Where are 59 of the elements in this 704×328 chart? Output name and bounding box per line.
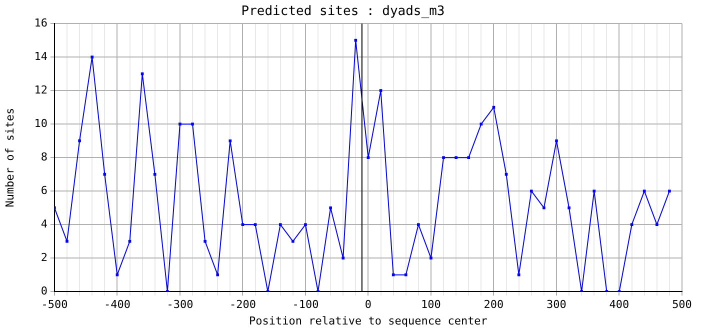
y-tick-label: 12: [34, 83, 48, 96]
point: [404, 273, 408, 276]
x-tick-label: 500: [672, 298, 692, 312]
point: [153, 172, 156, 176]
point: [630, 223, 634, 226]
x-tick-label: 100: [421, 298, 441, 312]
y-axis-title: Number of sites: [3, 108, 16, 208]
point: [392, 273, 395, 276]
y-tick-label: 4: [40, 217, 48, 230]
point: [492, 106, 496, 109]
y-tick-label: 6: [40, 184, 48, 197]
point: [504, 172, 508, 176]
point: [254, 223, 257, 226]
point: [204, 240, 206, 243]
x-tick-label: -500: [41, 298, 68, 312]
point: [292, 240, 294, 243]
point: [467, 156, 470, 160]
point: [366, 156, 370, 160]
point: [592, 190, 596, 193]
x-tick-label: 0: [364, 298, 372, 312]
point: [241, 223, 244, 226]
x-tick-label: -400: [104, 298, 130, 312]
point: [90, 56, 94, 59]
x-tick-label: 300: [546, 298, 566, 312]
point: [530, 190, 533, 193]
point: [103, 172, 106, 176]
y-tick-label: 2: [40, 250, 48, 264]
point: [517, 273, 520, 276]
x-tick-label: 200: [484, 298, 504, 312]
x-tick-label: -200: [229, 298, 256, 312]
x-axis-title: Position relative to sequence center: [249, 314, 488, 328]
point: [342, 256, 345, 260]
point: [140, 72, 144, 76]
point: [116, 273, 119, 276]
point: [354, 38, 358, 42]
point: [642, 190, 646, 193]
point: [542, 206, 546, 210]
x-tick-label: -100: [292, 298, 319, 312]
point: [329, 206, 332, 210]
point: [216, 273, 220, 276]
point: [555, 139, 558, 142]
point: [66, 240, 68, 243]
point: [655, 223, 658, 226]
y-tick-label: 10: [34, 116, 48, 130]
y-tick-label: 14: [34, 50, 48, 63]
y-tick-label: 0: [40, 284, 48, 298]
point: [480, 122, 483, 126]
x-tick-label: 400: [609, 298, 630, 312]
y-tick-label: 8: [40, 150, 48, 164]
point: [128, 240, 132, 243]
point: [568, 206, 570, 210]
chart-title: Predicted sites : dyads_m3: [241, 4, 445, 20]
point: [668, 190, 671, 193]
point: [278, 223, 282, 226]
point: [379, 89, 382, 92]
x-tick-label: -300: [166, 298, 194, 312]
point: [228, 139, 232, 142]
point: [78, 139, 81, 142]
y-tick-label: 16: [34, 16, 48, 30]
